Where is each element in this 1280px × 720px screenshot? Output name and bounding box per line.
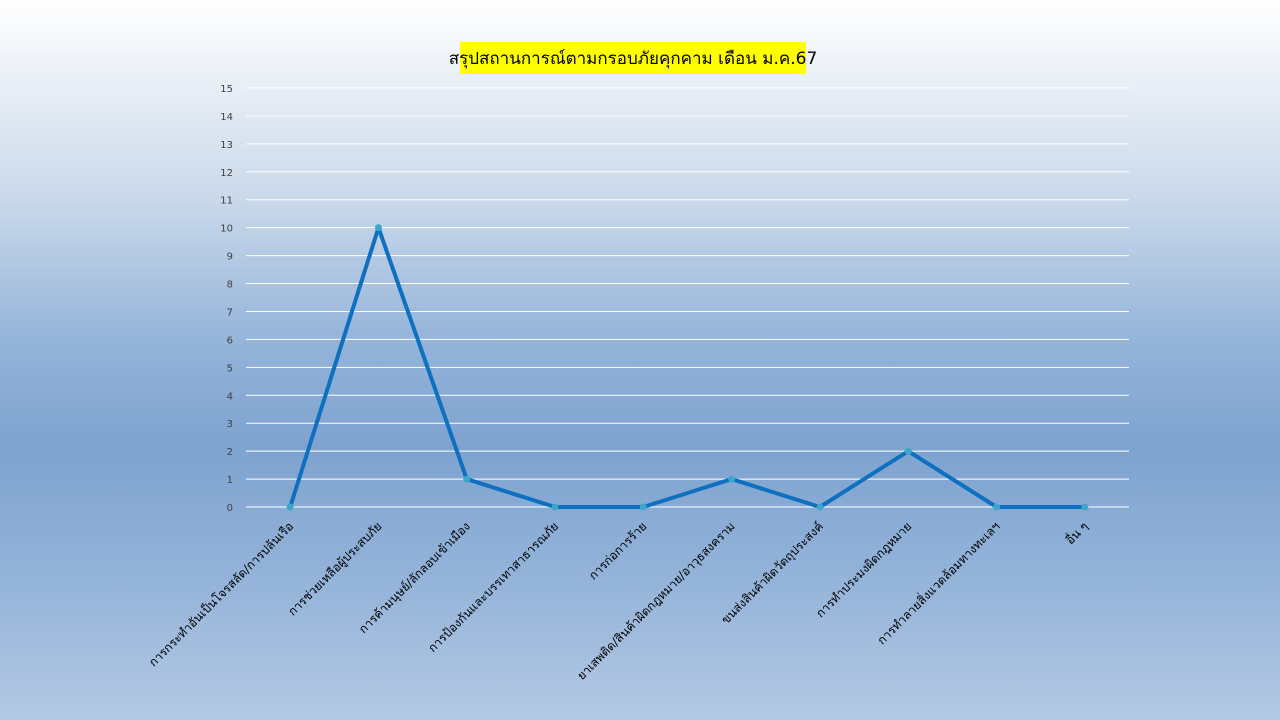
y-tick-label: 6: [227, 335, 233, 346]
series-line-group: [286, 224, 1089, 511]
y-tick-label: 2: [227, 447, 233, 458]
y-tick-label: 12: [220, 168, 233, 179]
y-tick-label: 11: [220, 196, 233, 207]
x-category-label: การก่อการร้าย: [586, 519, 649, 582]
data-point: [374, 224, 382, 232]
data-point: [463, 475, 471, 483]
y-tick-label: 0: [227, 503, 233, 514]
y-tick-label: 7: [227, 307, 233, 318]
data-point: [728, 475, 736, 483]
data-point: [286, 503, 294, 511]
series-line: [288, 225, 1087, 509]
data-point: [816, 503, 824, 511]
x-axis-category-labels: การกระทำอันเป็นโจรสลัด/การปล้นเรือการช่ว…: [145, 518, 1091, 684]
x-category-label: การทำประมงผิดกฎหมาย: [813, 519, 914, 620]
y-tick-label: 14: [220, 112, 233, 123]
x-category-label: การกระทำอันเป็นโจรสลัด/การปล้นเรือ: [145, 519, 296, 670]
y-tick-label: 10: [220, 224, 233, 235]
data-point: [993, 503, 1001, 511]
x-category-label: ขนส่งสินค้าผิดวัตถุประสงค์: [718, 519, 826, 627]
y-tick-label: 15: [220, 84, 233, 95]
chart-title: สรุปสถานการณ์ตามกรอบภัยคุกคาม เดือน ม.ค.…: [449, 42, 817, 74]
x-category-label: อื่น ๆ: [1062, 518, 1091, 547]
gridlines: [246, 87, 1129, 508]
y-tick-label: 5: [227, 363, 233, 374]
data-point: [639, 503, 647, 511]
y-tick-label: 13: [220, 140, 233, 151]
data-point: [904, 447, 912, 455]
y-tick-label: 3: [227, 419, 233, 430]
y-tick-label: 8: [227, 280, 233, 291]
y-tick-label: 1: [227, 475, 233, 486]
data-point: [551, 503, 559, 511]
y-tick-label: 4: [227, 391, 233, 402]
x-category-label: การช่วยเหลือผู้ประสบภัย: [285, 519, 385, 619]
x-category-label: ยาเสพติด/สินค้าผิดกฎหมาย/อาวุธสงคราม: [574, 519, 738, 683]
data-point: [1081, 503, 1089, 511]
y-tick-label: 9: [227, 252, 233, 263]
